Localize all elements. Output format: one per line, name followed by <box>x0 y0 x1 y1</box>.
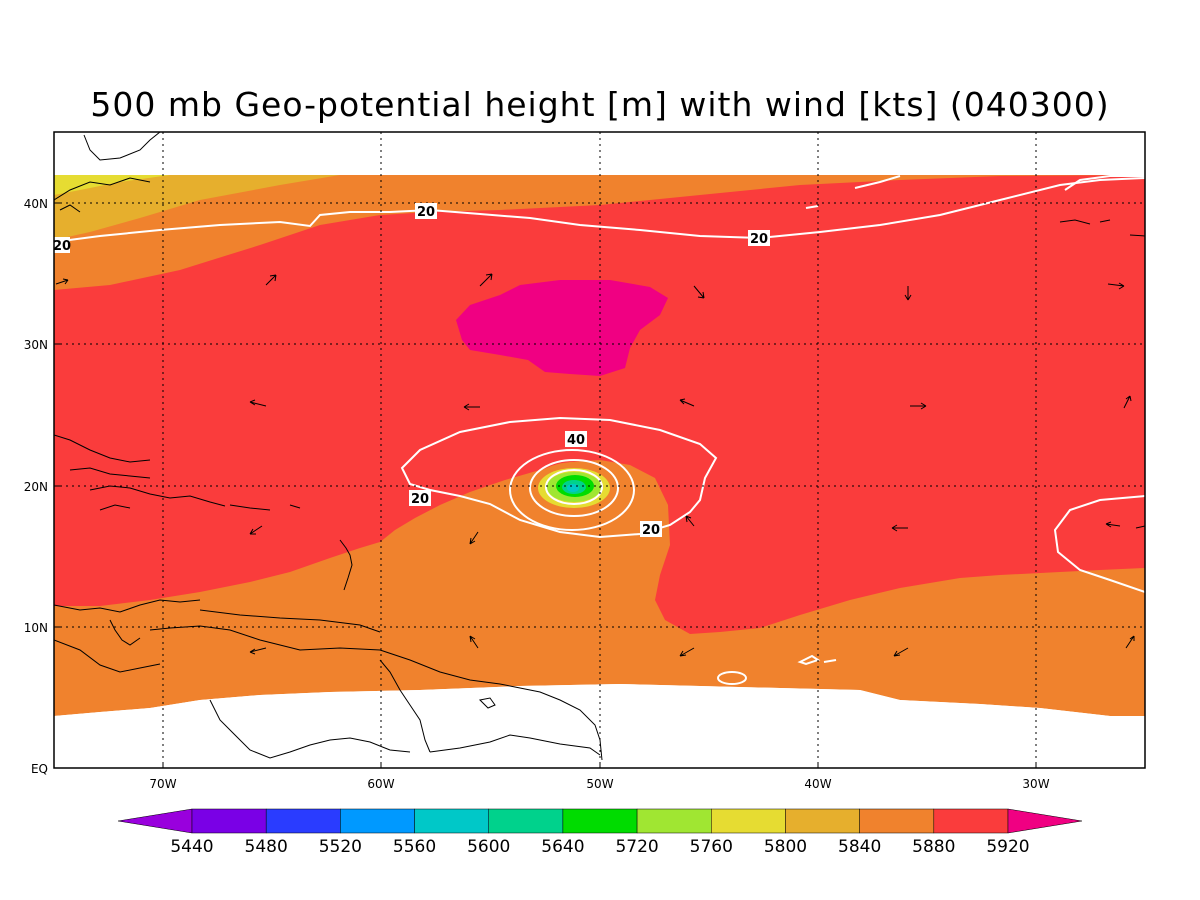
lat-label: 10N <box>24 621 48 635</box>
colorbar-label: 5520 <box>319 837 362 857</box>
lon-label: 50W <box>586 777 613 791</box>
lat-label: 30N <box>24 338 48 352</box>
colorbar-label: 5920 <box>986 837 1029 857</box>
colorbar-cell <box>488 808 564 834</box>
height-band-5800 <box>54 175 170 195</box>
colorbar-label: 5840 <box>838 837 881 857</box>
lat-label: 20N <box>24 480 48 494</box>
svg-text:40: 40 <box>567 433 585 448</box>
longitude-labels: 70W 60W 50W 40W 30W <box>149 777 1049 791</box>
svg-text:20: 20 <box>411 492 429 507</box>
lat-label: 40N <box>24 197 48 211</box>
lon-label: 30W <box>1022 777 1049 791</box>
colorbar-cell <box>636 808 712 834</box>
contour-label: 20 <box>415 203 437 220</box>
contour-label: 20 <box>53 237 71 254</box>
coastlines <box>54 132 1145 761</box>
lon-label: 70W <box>149 777 176 791</box>
colorbar-label: 5600 <box>467 837 510 857</box>
colorbar-label: 5560 <box>393 837 436 857</box>
contour-label: 40 <box>565 431 587 448</box>
lat-label: EQ <box>31 762 48 776</box>
svg-text:20: 20 <box>642 523 660 538</box>
contour-label-group: 20 20 20 40 20 20 <box>53 203 770 538</box>
colorbar <box>117 808 1083 834</box>
lon-label: 60W <box>367 777 394 791</box>
colorbar-cell <box>340 808 415 834</box>
map-title: 500 mb Geo-potential height [m] with win… <box>90 85 1109 124</box>
contour-label: 20 <box>748 230 770 247</box>
map-panel: 20 20 20 40 20 20 <box>24 131 1146 791</box>
colorbar-cell <box>265 808 341 834</box>
graticule <box>54 132 1145 768</box>
wind-contours <box>54 175 1145 685</box>
colorbar-label: 5480 <box>245 837 288 857</box>
colorbar-label: 5880 <box>912 837 955 857</box>
colorbar-cell <box>191 808 267 834</box>
colorbar-cell <box>1007 808 1083 834</box>
colorbar-cell <box>933 808 1009 834</box>
latitude-labels: EQ 10N 20N 30N 40N <box>24 197 48 776</box>
colorbar-cell <box>414 808 489 834</box>
contour-label: 20 <box>409 490 431 507</box>
svg-text:20: 20 <box>417 205 435 220</box>
colorbar-cell <box>562 808 638 834</box>
lon-label: 40W <box>804 777 831 791</box>
colorbar-label: 5640 <box>541 837 584 857</box>
colorbar-labels: 5440 5480 5520 5560 5600 5640 5720 5760 5800 5840… <box>170 837 1029 857</box>
colorbar-cell <box>785 808 860 834</box>
height-band-5920 <box>54 175 1145 634</box>
colorbar-label: 5440 <box>170 837 213 857</box>
wind-vectors <box>55 273 1145 657</box>
svg-text:20: 20 <box>750 232 768 247</box>
height-band-5840 <box>54 175 340 240</box>
svg-text:20: 20 <box>53 239 71 254</box>
colorbar-label: 5720 <box>615 837 658 857</box>
tick-marks <box>54 202 1037 768</box>
colorbar-cell <box>711 808 786 834</box>
height-high-5960 <box>456 280 668 376</box>
contour-label: 20 <box>640 521 662 538</box>
colorbar-cell <box>117 808 193 834</box>
colorbar-label: 5760 <box>690 837 733 857</box>
colorbar-label: 5800 <box>764 837 807 857</box>
colorbar-cell <box>859 808 935 834</box>
